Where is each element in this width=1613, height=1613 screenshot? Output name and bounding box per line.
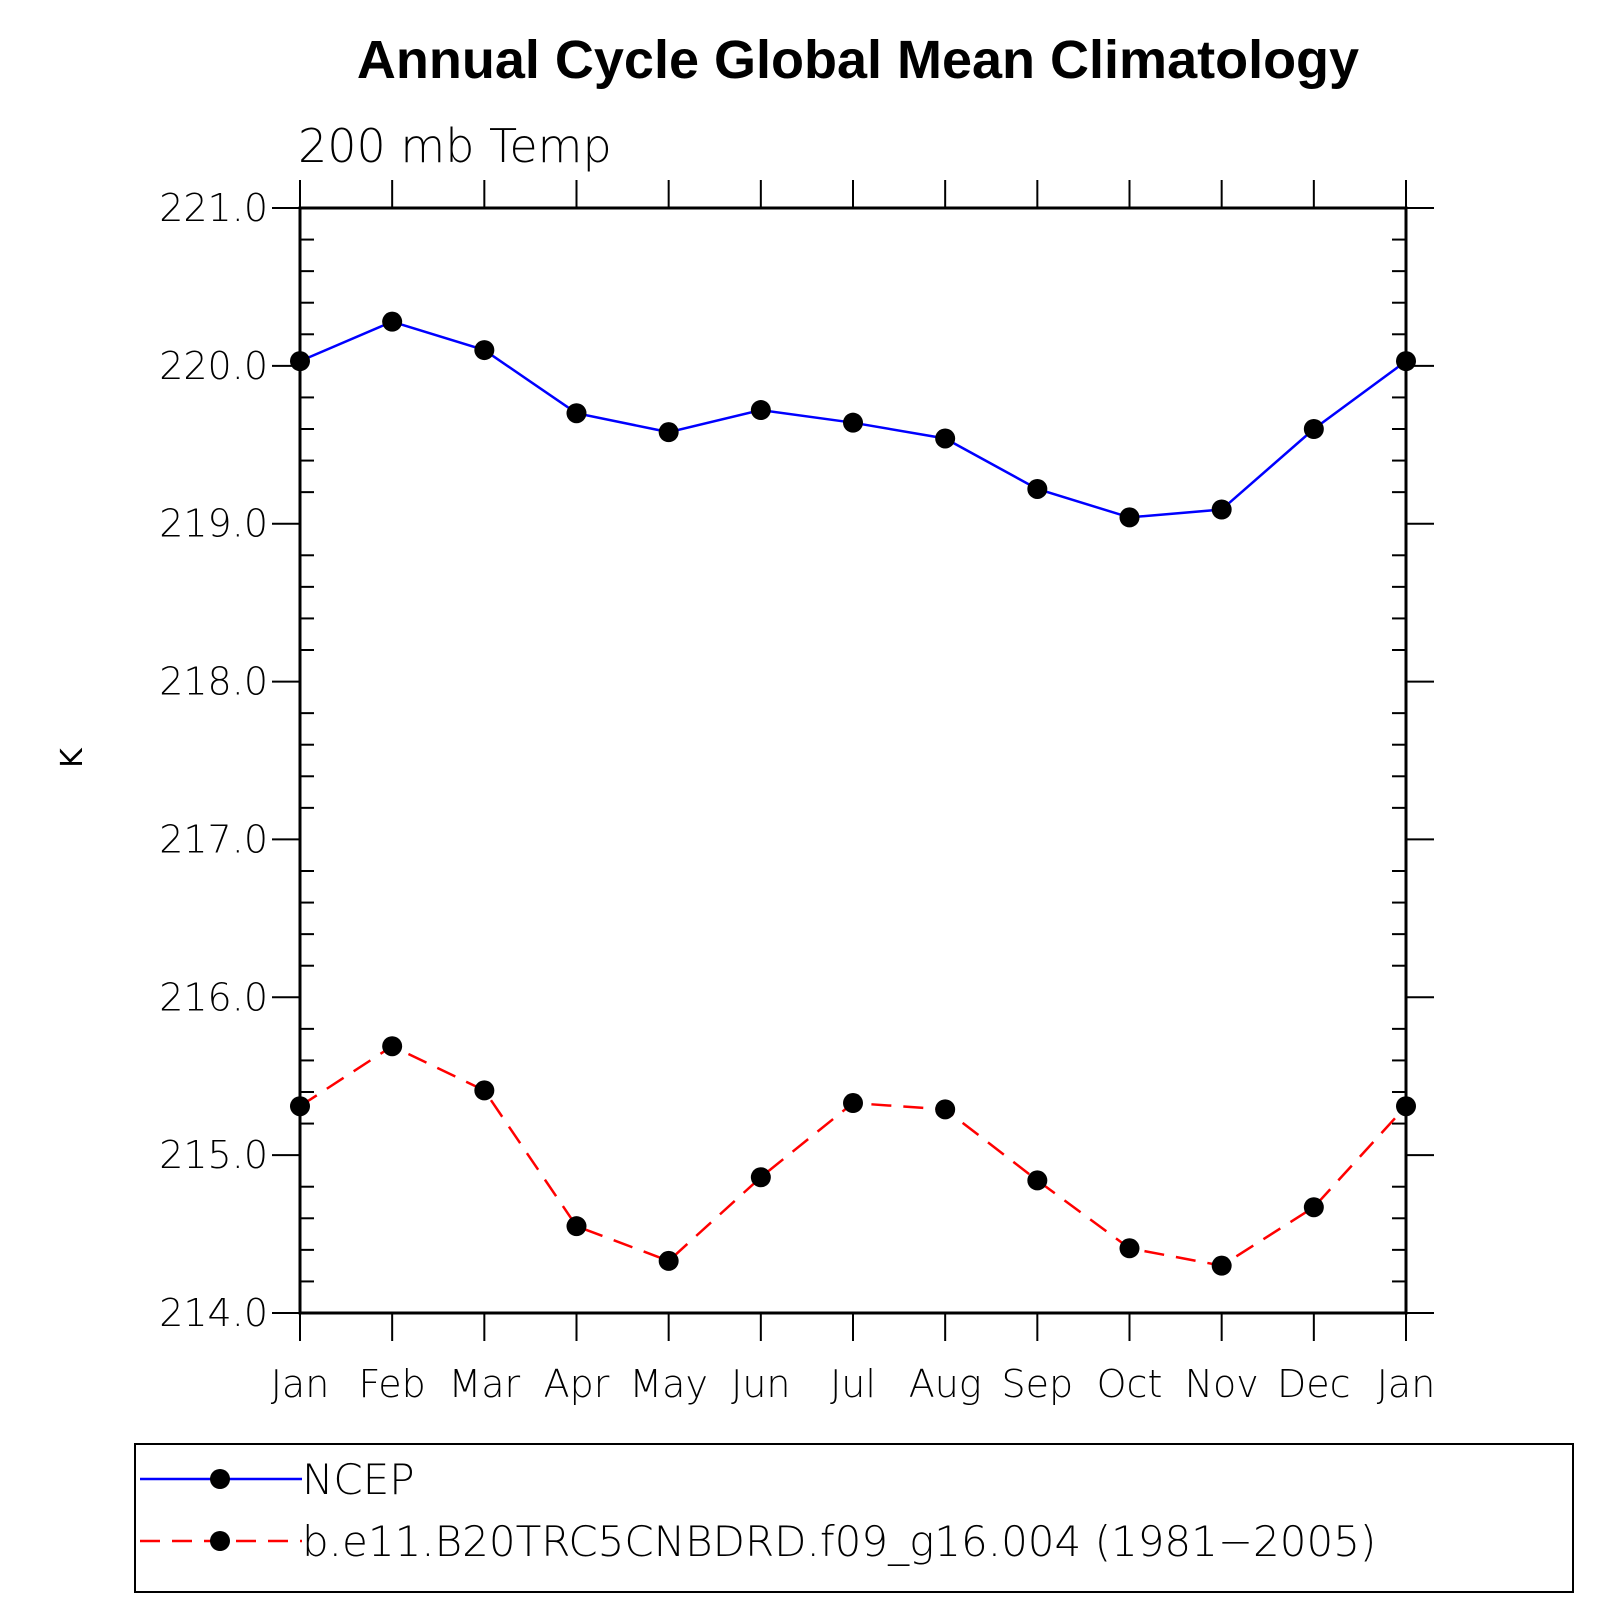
- series-0-point: [566, 403, 587, 424]
- x-tick-label: Feb: [359, 1362, 426, 1406]
- y-tick-label: 217.0: [159, 817, 268, 861]
- series-1-point: [1303, 1197, 1324, 1218]
- y-tick-label: 219.0: [159, 502, 268, 546]
- series-1-point: [750, 1167, 771, 1188]
- legend-label-1: b.e11.B20TRC5CNBDRD.f09_g16.004 (1981−20…: [302, 1517, 1376, 1566]
- series-0-point: [658, 422, 679, 443]
- y-tick-label: 220.0: [159, 344, 268, 388]
- series-1-point: [1396, 1096, 1416, 1117]
- x-tick-label: Aug: [909, 1362, 982, 1406]
- y-tick-label: 214.0: [159, 1291, 268, 1335]
- x-tick-label: Jul: [830, 1362, 876, 1406]
- legend-marker-0: [210, 1469, 230, 1489]
- series-1-point: [566, 1216, 587, 1237]
- series-0-point: [935, 428, 956, 449]
- series-0-point: [474, 340, 495, 361]
- series-0-point: [1303, 419, 1324, 439]
- series-layer: [290, 311, 1416, 1276]
- series-0-point: [1211, 499, 1232, 520]
- series-1-point: [1211, 1255, 1232, 1276]
- series-1-point: [1119, 1238, 1140, 1259]
- series-1-point: [935, 1099, 956, 1120]
- x-tick-label: Sep: [1002, 1362, 1074, 1406]
- plot-frame: [298, 206, 1408, 1315]
- series-0-point: [1396, 351, 1416, 372]
- series-1-point: [382, 1036, 403, 1057]
- legend: NCEP b.e11.B20TRC5CNBDRD.f09_g16.004 (198…: [134, 1443, 1574, 1593]
- y-tick-labels: 214.0 215.0 216.0 217.0 218.0 219.0 220.0 221.0: [159, 186, 268, 1335]
- x-tick-label: Jan: [1377, 1362, 1436, 1406]
- x-tick-label: Mar: [448, 1362, 520, 1406]
- series-1-point: [843, 1093, 863, 1114]
- series-0-point: [750, 400, 771, 421]
- x-tick-labels: Jan Feb Mar Apr May Jun Jul Aug Sep Oct Nov Dec Jan: [271, 1362, 1436, 1406]
- x-tick-label: May: [629, 1362, 708, 1406]
- series-1-point: [290, 1096, 310, 1117]
- legend-box: [134, 1443, 1574, 1593]
- chart-title: Annual Cycle Global Mean Climatology: [357, 30, 1359, 90]
- series-0-point: [290, 351, 310, 372]
- y-axis-label: K: [55, 747, 90, 768]
- series-0-point: [1119, 507, 1140, 528]
- x-tick-label: Oct: [1097, 1362, 1163, 1406]
- legend-marker-1: [210, 1531, 230, 1551]
- x-tick-label: Apr: [544, 1362, 610, 1406]
- y-tick-label: 218.0: [159, 660, 268, 704]
- series-0-point: [382, 311, 403, 332]
- chart-subtitle: 200 mb Temp: [298, 119, 612, 173]
- x-tick-label: Jun: [731, 1362, 790, 1406]
- y-tick-label: 215.0: [159, 1133, 268, 1177]
- x-tick-label: Dec: [1277, 1362, 1351, 1406]
- legend-label-0: NCEP: [302, 1455, 415, 1504]
- y-tick-label: 216.0: [159, 975, 268, 1019]
- x-tick-label: Jan: [271, 1362, 330, 1406]
- series-line-1: [299, 1044, 1407, 1267]
- series-0-point: [1027, 478, 1048, 499]
- x-tick-label: Nov: [1185, 1362, 1259, 1406]
- series-0-point: [843, 412, 863, 433]
- series-1-point: [658, 1250, 679, 1271]
- y-tick-label: 221.0: [159, 186, 268, 230]
- series-1-point: [1027, 1170, 1048, 1191]
- series-1-point: [474, 1080, 495, 1101]
- axis-ticks: [272, 180, 1434, 1341]
